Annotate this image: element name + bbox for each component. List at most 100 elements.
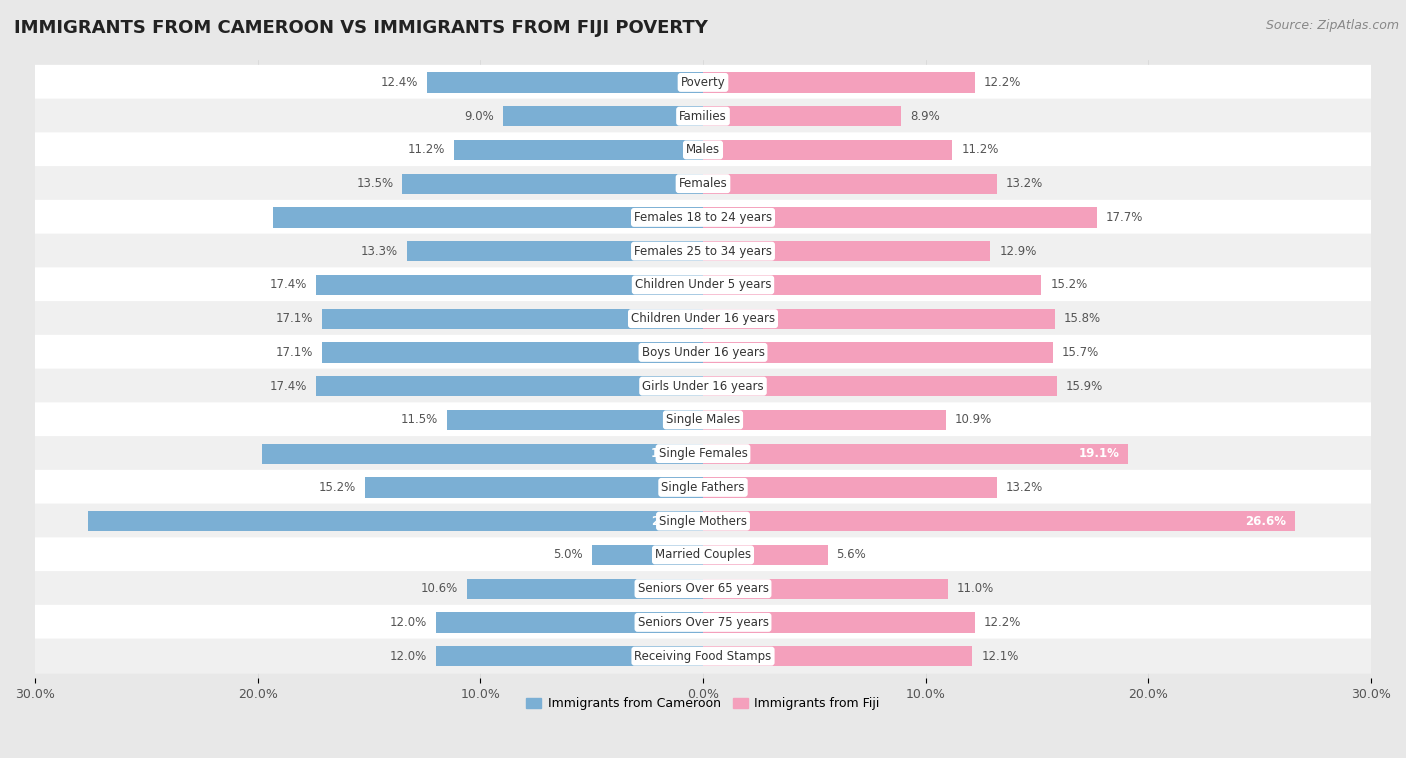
FancyBboxPatch shape <box>35 268 1371 302</box>
Text: 26.6%: 26.6% <box>1246 515 1286 528</box>
Text: 15.2%: 15.2% <box>318 481 356 494</box>
FancyBboxPatch shape <box>35 638 1371 674</box>
FancyBboxPatch shape <box>35 368 1371 404</box>
FancyBboxPatch shape <box>35 200 1371 235</box>
FancyBboxPatch shape <box>35 133 1371 168</box>
Text: Girls Under 16 years: Girls Under 16 years <box>643 380 763 393</box>
FancyBboxPatch shape <box>35 402 1371 437</box>
Text: Seniors Over 65 years: Seniors Over 65 years <box>637 582 769 595</box>
Text: Seniors Over 75 years: Seniors Over 75 years <box>637 616 769 629</box>
FancyBboxPatch shape <box>35 335 1371 370</box>
Text: 5.0%: 5.0% <box>553 548 582 562</box>
FancyBboxPatch shape <box>35 166 1371 201</box>
Legend: Immigrants from Cameroon, Immigrants from Fiji: Immigrants from Cameroon, Immigrants fro… <box>522 692 884 715</box>
Text: Married Couples: Married Couples <box>655 548 751 562</box>
FancyBboxPatch shape <box>35 470 1371 505</box>
Text: Children Under 5 years: Children Under 5 years <box>634 278 772 291</box>
Text: 5.6%: 5.6% <box>837 548 866 562</box>
Bar <box>703 139 952 160</box>
Bar <box>703 106 901 127</box>
Bar <box>322 309 703 329</box>
Bar <box>703 241 990 262</box>
FancyBboxPatch shape <box>35 301 1371 337</box>
Bar <box>315 376 703 396</box>
Bar <box>703 478 997 497</box>
FancyBboxPatch shape <box>35 233 1371 268</box>
FancyBboxPatch shape <box>35 436 1371 471</box>
Text: 12.2%: 12.2% <box>984 76 1021 89</box>
Bar <box>406 241 703 262</box>
Text: 12.0%: 12.0% <box>389 650 427 662</box>
Bar <box>703 343 1053 362</box>
Text: 12.4%: 12.4% <box>381 76 418 89</box>
Bar <box>703 174 997 194</box>
FancyBboxPatch shape <box>35 605 1371 640</box>
FancyBboxPatch shape <box>35 537 1371 572</box>
Bar <box>262 443 703 464</box>
Text: 9.0%: 9.0% <box>464 110 494 123</box>
Bar <box>703 578 948 599</box>
Text: Receiving Food Stamps: Receiving Food Stamps <box>634 650 772 662</box>
Text: 12.0%: 12.0% <box>389 616 427 629</box>
Text: Females: Females <box>679 177 727 190</box>
Text: 10.9%: 10.9% <box>955 413 991 427</box>
Bar <box>703 72 974 92</box>
Bar <box>502 106 703 127</box>
Text: 11.0%: 11.0% <box>957 582 994 595</box>
Bar <box>703 309 1054 329</box>
Text: Boys Under 16 years: Boys Under 16 years <box>641 346 765 359</box>
Bar <box>703 410 946 430</box>
Bar <box>315 275 703 295</box>
Bar <box>703 612 974 632</box>
Text: 13.5%: 13.5% <box>356 177 394 190</box>
Bar <box>364 478 703 497</box>
Text: 13.2%: 13.2% <box>1005 177 1043 190</box>
Bar <box>703 646 973 666</box>
Text: 15.7%: 15.7% <box>1062 346 1098 359</box>
Bar <box>703 275 1042 295</box>
Text: Source: ZipAtlas.com: Source: ZipAtlas.com <box>1265 19 1399 32</box>
Text: Single Fathers: Single Fathers <box>661 481 745 494</box>
Bar <box>447 410 703 430</box>
Text: Males: Males <box>686 143 720 156</box>
Text: 10.6%: 10.6% <box>420 582 458 595</box>
Text: 17.1%: 17.1% <box>276 346 314 359</box>
Text: Females 25 to 34 years: Females 25 to 34 years <box>634 245 772 258</box>
Text: 15.2%: 15.2% <box>1050 278 1088 291</box>
Bar <box>703 376 1057 396</box>
Text: Single Mothers: Single Mothers <box>659 515 747 528</box>
Text: 19.8%: 19.8% <box>651 447 692 460</box>
Text: 8.9%: 8.9% <box>910 110 939 123</box>
Bar <box>402 174 703 194</box>
FancyBboxPatch shape <box>35 65 1371 100</box>
Text: 19.1%: 19.1% <box>1078 447 1119 460</box>
Text: 11.5%: 11.5% <box>401 413 439 427</box>
FancyBboxPatch shape <box>35 571 1371 606</box>
Text: 19.3%: 19.3% <box>651 211 692 224</box>
Bar <box>322 343 703 362</box>
Text: Poverty: Poverty <box>681 76 725 89</box>
Text: 17.4%: 17.4% <box>269 278 307 291</box>
Bar <box>427 72 703 92</box>
Bar <box>703 443 1129 464</box>
Bar <box>273 207 703 227</box>
Text: IMMIGRANTS FROM CAMEROON VS IMMIGRANTS FROM FIJI POVERTY: IMMIGRANTS FROM CAMEROON VS IMMIGRANTS F… <box>14 19 709 37</box>
Bar <box>467 578 703 599</box>
Text: 11.2%: 11.2% <box>962 143 998 156</box>
Text: Single Females: Single Females <box>658 447 748 460</box>
Text: 11.2%: 11.2% <box>408 143 444 156</box>
Text: Children Under 16 years: Children Under 16 years <box>631 312 775 325</box>
Text: 17.1%: 17.1% <box>276 312 314 325</box>
Text: Families: Families <box>679 110 727 123</box>
Text: 13.3%: 13.3% <box>361 245 398 258</box>
Bar <box>436 646 703 666</box>
Bar <box>703 207 1097 227</box>
Text: 15.8%: 15.8% <box>1064 312 1101 325</box>
Bar <box>703 511 1295 531</box>
Text: 13.2%: 13.2% <box>1005 481 1043 494</box>
Text: 17.7%: 17.7% <box>1107 211 1143 224</box>
Text: 12.1%: 12.1% <box>981 650 1019 662</box>
Text: 12.9%: 12.9% <box>1000 245 1036 258</box>
Bar <box>592 545 703 565</box>
Bar <box>703 545 828 565</box>
